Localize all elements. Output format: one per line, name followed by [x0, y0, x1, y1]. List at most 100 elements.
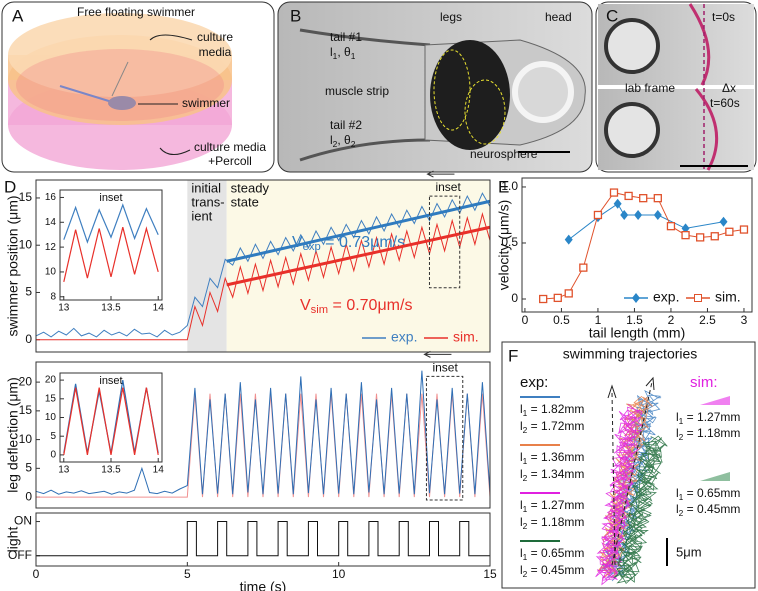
text-part: = 1.34mm	[527, 467, 584, 481]
text-part: 1	[523, 504, 528, 514]
text-part: = 0.65mm	[683, 486, 740, 500]
region-label: ient	[191, 208, 212, 223]
x-axis-label: tail length (mm)	[589, 325, 685, 341]
trajectory	[613, 435, 668, 585]
arrow-head	[607, 376, 655, 399]
x-tick-label: 15	[483, 567, 497, 581]
marker	[634, 209, 643, 220]
text-part: 1	[679, 416, 684, 426]
y-tick-label: 5	[25, 285, 32, 299]
series-line	[36, 212, 491, 341]
x-tick-label: 13	[58, 465, 70, 476]
x-tick-label: 14	[153, 465, 165, 476]
inset-box	[428, 195, 461, 289]
label: t=0s	[712, 10, 735, 24]
inset-title: inset	[99, 192, 122, 204]
axes-frame	[59, 189, 163, 301]
panel-label: E	[498, 177, 509, 196]
legend-label: l2 = 0.45mm	[520, 563, 584, 579]
edge	[688, 3, 719, 171]
label: swimmer	[182, 96, 230, 110]
panel-title: Free floating swimmer	[77, 5, 195, 19]
axes-frame	[521, 177, 753, 313]
marker	[739, 225, 749, 234]
y-axis-label: swimmer position (μm)	[5, 195, 21, 336]
legend-label: l2 = 0.45mm	[676, 502, 740, 518]
panel-label: D	[4, 177, 16, 196]
axes-frame	[35, 512, 491, 567]
x-tick-label: 1	[595, 313, 602, 327]
panel-title: swimming trajectories	[563, 346, 698, 362]
y-tick-label: 0	[25, 489, 32, 503]
inset-label: inset	[432, 361, 458, 375]
swimmer-tail	[111, 61, 129, 97]
axes-frame	[35, 179, 491, 353]
fit-label: Vexp = 0.73μm/s	[292, 234, 405, 253]
marker	[719, 216, 728, 227]
marker	[624, 191, 633, 201]
legend-label: l1 = 0.65mm	[520, 546, 584, 562]
y-tick-label: ON	[14, 514, 32, 528]
legend-label: l2 = 1.18mm	[676, 426, 740, 442]
text-part: 2	[523, 569, 528, 579]
marker	[710, 232, 719, 241]
inset-title: inset	[99, 375, 122, 387]
marker	[681, 223, 690, 234]
y-tick-label: 15	[19, 190, 33, 204]
legend-label: l1 = 0.65mm	[676, 486, 740, 502]
legend-marker	[694, 294, 702, 302]
marker	[613, 198, 622, 209]
legend-label: exp.	[653, 289, 679, 305]
fit-label: Vsim = 0.70μm/s	[300, 297, 412, 316]
y-tick-label: 1.0	[501, 179, 518, 193]
text-part: = 1.27mm	[683, 410, 740, 424]
marker	[609, 188, 619, 197]
x-tick-label: 5	[184, 567, 191, 581]
legend-label: l2 = 1.72mm	[520, 419, 584, 435]
text-part: 2	[523, 473, 528, 483]
fit-line	[226, 225, 491, 287]
x-tick-label: 13.5	[101, 465, 121, 476]
y-tick-label: 14	[45, 217, 57, 228]
region	[187, 180, 227, 352]
text-part: 1	[333, 51, 338, 61]
label: tail #1	[330, 30, 362, 44]
panel-label: A	[12, 6, 24, 25]
region-label: state	[231, 194, 259, 209]
label: head	[545, 10, 572, 24]
marker	[666, 222, 676, 231]
fit-line	[226, 199, 491, 263]
x-tick-label: 1.5	[626, 313, 643, 327]
label: culture	[197, 30, 233, 44]
text-part: l	[520, 563, 523, 577]
dish-top	[8, 13, 232, 97]
y-tick-label: 0.5	[501, 235, 518, 249]
region-label: initial	[191, 180, 221, 195]
text-part: = 0.73μm/s	[321, 234, 405, 251]
text-part: , θ	[337, 45, 351, 59]
panel-label: B	[290, 6, 301, 25]
text-part: l	[520, 515, 523, 529]
plot-area	[60, 373, 162, 462]
text-part: = 1.72mm	[527, 419, 584, 433]
x-tick-label: 2	[668, 313, 675, 327]
label: tail #2	[330, 118, 362, 132]
y-axis-label: light	[5, 527, 21, 553]
region	[226, 180, 490, 352]
region-label: steady	[231, 180, 270, 195]
x-tick-label: 3	[741, 313, 748, 327]
panel-label: F	[508, 346, 518, 365]
marker	[564, 234, 573, 245]
text-part: = 0.65mm	[527, 546, 584, 560]
text-part: 2	[523, 521, 528, 531]
text-part: 1	[523, 552, 528, 562]
marker	[639, 194, 648, 203]
label: legs	[440, 10, 462, 24]
text-part: l	[676, 502, 679, 516]
x-tick-label: 10	[332, 567, 346, 581]
legend-label: l2 = 1.18mm	[520, 515, 584, 531]
x-tick-label: 13	[58, 303, 70, 314]
text-part: 2	[679, 432, 684, 442]
interface	[16, 49, 224, 121]
